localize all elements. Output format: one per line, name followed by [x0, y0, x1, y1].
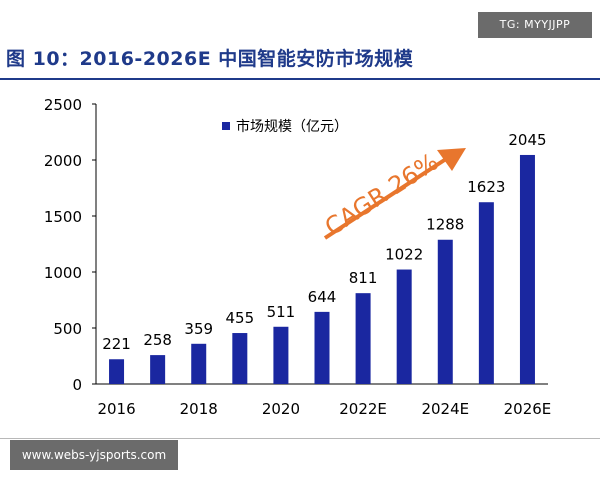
bar [519, 154, 535, 384]
y-tick-label: 2500 [44, 96, 82, 114]
y-tick-label: 2000 [44, 152, 82, 170]
x-tick-label: 2026E [504, 400, 552, 418]
bar [355, 293, 371, 384]
data-label: 2045 [508, 131, 546, 149]
data-label: 359 [184, 320, 213, 338]
watermark-top: TG: MYYJJPP [478, 12, 592, 38]
cagr-arrow-head [437, 148, 466, 171]
cagr-annotation: CAGR 26% [320, 148, 443, 242]
y-tick-label: 1500 [44, 208, 82, 226]
bar [314, 311, 330, 384]
bar-chart: 0 500 1000 1500 2000 2500 221 2016 258 359 2018 455… [44, 96, 552, 418]
bar [191, 343, 207, 384]
x-tick-label: 2016 [97, 400, 135, 418]
data-label: 455 [225, 309, 254, 327]
y-tick-label: 0 [72, 376, 82, 394]
y-tick-label: 1000 [44, 264, 82, 282]
data-label: 1288 [426, 216, 464, 234]
data-label: 511 [267, 303, 296, 321]
bar [437, 239, 453, 384]
bar [273, 326, 289, 384]
legend-label: 市场规模（亿元） [236, 118, 348, 135]
data-label: 811 [349, 269, 378, 287]
data-label: 221 [102, 335, 131, 353]
title-divider [0, 78, 600, 80]
bar [396, 269, 412, 384]
bottom-divider [0, 438, 600, 439]
data-label: 258 [143, 331, 172, 349]
data-label: 644 [308, 288, 337, 306]
data-label: 1623 [467, 178, 505, 196]
x-tick-label: 2020 [262, 400, 300, 418]
x-tick-label: 2022E [339, 400, 387, 418]
data-label: 1022 [385, 246, 423, 264]
y-tick-label: 500 [53, 320, 82, 338]
chart-title: 图 10：2016-2026E 中国智能安防市场规模 [6, 48, 414, 70]
bar [478, 202, 494, 384]
bar [150, 355, 166, 384]
cagr-arrow-line [323, 157, 448, 240]
legend-swatch [222, 122, 230, 130]
x-tick-label: 2018 [180, 400, 218, 418]
x-tick-label: 2024E [421, 400, 469, 418]
watermark-bottom: www.webs-yjsports.com [10, 440, 178, 470]
bar [232, 333, 248, 384]
bar [109, 359, 125, 384]
